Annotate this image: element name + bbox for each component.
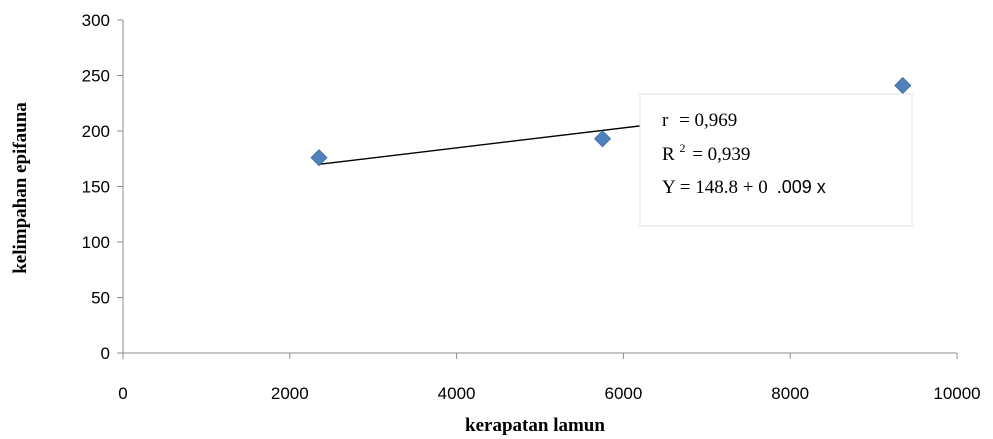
- data-point-marker: [593, 130, 612, 148]
- annotation-box: [639, 93, 913, 227]
- x-tick-label: 2000: [271, 384, 309, 403]
- data-point-marker: [894, 76, 912, 95]
- r2-label: R: [662, 144, 675, 165]
- y-axis-title: kelimpahan epifauna: [10, 102, 31, 274]
- data-point-marker: [310, 149, 328, 167]
- data-points: [310, 76, 912, 167]
- y-tick-label: 150: [82, 178, 110, 197]
- r-value: = 0,969: [679, 110, 737, 131]
- x-axis-title: kerapatan lamun: [465, 415, 605, 436]
- x-tick-label: 4000: [438, 384, 476, 403]
- x-tick-label: 6000: [604, 384, 642, 403]
- y-ticks: 0 50 100 150 200 250 300: [82, 11, 123, 363]
- equation-serif-part: Y = 148.8 + 0: [662, 177, 768, 198]
- equation-sans-part: .009 x: [777, 177, 826, 197]
- regression-annotation: r = 0,969 R 2 = 0,939 Y = 148.8 + 0 .009…: [639, 93, 913, 227]
- r2-superscript: 2: [679, 141, 685, 155]
- x-tick-label: 8000: [771, 384, 809, 403]
- x-ticks: 0 2000 4000 6000 8000 10000: [118, 353, 981, 403]
- y-tick-label: 100: [82, 233, 110, 252]
- regression-equation: Y = 148.8 + 0 .009 x: [662, 177, 826, 198]
- r-label: r: [662, 110, 669, 131]
- r2-value: = 0,939: [692, 144, 750, 165]
- y-tick-label: 200: [82, 122, 110, 141]
- y-tick-label: 250: [82, 67, 110, 86]
- x-tick-label: 10000: [933, 384, 980, 403]
- r-statistic: r = 0,969: [662, 110, 737, 131]
- r-squared-statistic: R 2 = 0,939: [662, 136, 750, 165]
- y-tick-label: 300: [82, 11, 110, 30]
- x-tick-label: 0: [118, 384, 127, 403]
- y-tick-label: 0: [101, 344, 110, 363]
- y-tick-label: 50: [91, 289, 110, 308]
